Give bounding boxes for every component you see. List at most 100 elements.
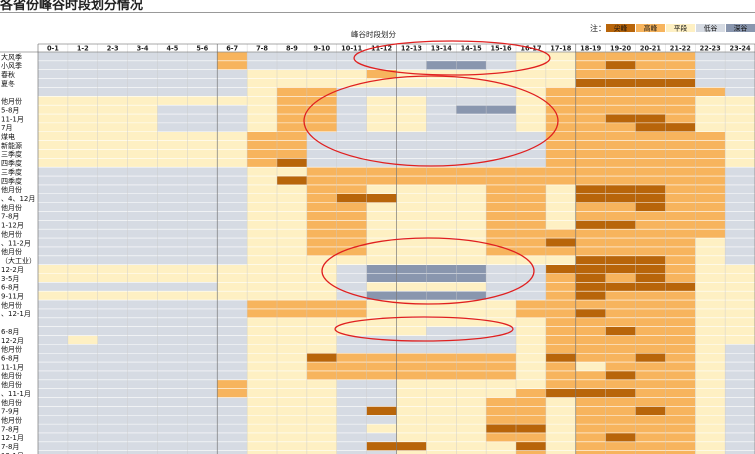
heatmap-cell	[277, 255, 308, 265]
heatmap-cell	[67, 291, 98, 301]
heatmap-cell	[247, 424, 278, 434]
heatmap-cell	[545, 149, 576, 159]
heatmap-cell	[605, 335, 636, 345]
heatmap-cell	[575, 60, 606, 70]
heatmap-cell	[605, 370, 636, 381]
hour-tick-label: 10-11	[341, 45, 363, 53]
heatmap-cell	[605, 96, 636, 106]
heatmap-cell	[247, 176, 278, 186]
heatmap-cell	[456, 158, 487, 168]
heatmap-cell	[127, 291, 158, 301]
heatmap-cell	[127, 105, 158, 115]
heatmap-cell	[97, 149, 128, 159]
heatmap-cell	[336, 220, 367, 230]
heatmap-cell	[575, 87, 606, 97]
heatmap-cell	[217, 220, 248, 230]
heatmap-cell	[665, 424, 696, 434]
heatmap-cell	[605, 176, 636, 186]
heatmap-cell	[575, 193, 606, 203]
heatmap-cell	[695, 291, 726, 301]
heatmap-cell	[247, 300, 278, 310]
heatmap-cell	[127, 450, 158, 454]
heatmap-cell	[306, 202, 337, 212]
heatmap-cell	[336, 131, 367, 141]
heatmap-cell	[456, 388, 487, 398]
heatmap-cell	[426, 344, 457, 354]
heatmap-cell	[545, 397, 576, 407]
heatmap-cell	[97, 184, 128, 194]
heatmap-cell	[545, 344, 576, 354]
heatmap-cell	[516, 140, 547, 150]
heatmap-cell	[277, 184, 308, 194]
heatmap-cell	[67, 282, 98, 292]
heatmap-cell	[396, 220, 427, 230]
heatmap-cell	[306, 87, 337, 97]
heatmap-cell	[67, 415, 98, 425]
heatmap-cell	[217, 238, 248, 248]
heatmap-cell	[187, 167, 218, 177]
heatmap-cell	[38, 379, 69, 389]
heatmap-cell	[605, 406, 636, 416]
heatmap-cell	[38, 105, 69, 115]
heatmap-cell	[67, 105, 98, 115]
legend-label: 平段	[674, 24, 688, 33]
heatmap-cell	[545, 291, 576, 301]
heatmap-cell	[545, 308, 576, 318]
heatmap-cell	[665, 229, 696, 239]
heatmap-cell	[426, 370, 457, 381]
axis-labels: 0-1 1-2 2-3 3-4 4-5 5-6 6-7 7-8 8-9 9-10 10-11 11-1…	[1, 45, 751, 454]
heatmap-cell	[486, 406, 517, 416]
row-label: 他月份	[1, 416, 22, 425]
heatmap-cell	[725, 87, 755, 97]
heatmap-cell	[575, 326, 606, 336]
heatmap-cell	[97, 105, 128, 115]
heatmap-cell	[366, 140, 397, 150]
heatmap-cell	[665, 202, 696, 212]
heatmap-cell	[575, 158, 606, 168]
row-label: 三季度	[1, 167, 22, 176]
heatmap-cell	[97, 122, 128, 132]
heatmap-cell	[217, 122, 248, 132]
heatmap-cell	[635, 282, 666, 292]
heatmap-cell	[157, 131, 188, 141]
heatmap-cell	[635, 424, 666, 434]
heatmap-cell	[635, 105, 666, 115]
heatmap-cell	[336, 344, 367, 354]
heatmap-cell	[157, 184, 188, 194]
heatmap-cell	[247, 326, 278, 336]
heatmap-cell	[366, 96, 397, 106]
heatmap-cell	[306, 193, 337, 203]
heatmap-cell	[366, 122, 397, 132]
heatmap-cell	[157, 158, 188, 168]
heatmap-cell	[366, 388, 397, 398]
heatmap-cell	[486, 370, 517, 381]
hour-tick-label: 11-12	[371, 45, 393, 53]
heatmap-cell	[396, 300, 427, 310]
heatmap-cell	[97, 140, 128, 150]
heatmap-cell	[665, 317, 696, 327]
heatmap-cell	[426, 335, 457, 345]
heatmap-cell	[97, 202, 128, 212]
heatmap-cell	[97, 167, 128, 177]
heatmap-cell	[426, 317, 457, 327]
heatmap-cell	[426, 149, 457, 159]
heatmap-cell	[396, 388, 427, 398]
heatmap-cell	[635, 362, 666, 372]
heatmap-cell	[67, 273, 98, 283]
heatmap-cell	[516, 246, 547, 256]
heatmap-cell	[665, 140, 696, 150]
heatmap-cell	[486, 184, 517, 194]
heatmap-cell	[516, 370, 547, 381]
legend-swatch	[606, 24, 635, 32]
heatmap-cell	[336, 167, 367, 177]
heatmap-cell	[575, 78, 606, 88]
heatmap-cell	[665, 273, 696, 283]
heatmap-cell	[277, 52, 308, 62]
heatmap-cell	[605, 317, 636, 327]
heatmap-cell	[516, 122, 547, 132]
heatmap-cell	[247, 52, 278, 62]
heatmap-cell	[635, 238, 666, 248]
heatmap-cell	[605, 308, 636, 318]
heatmap-cell	[217, 326, 248, 336]
heatmap-cell	[306, 450, 337, 454]
